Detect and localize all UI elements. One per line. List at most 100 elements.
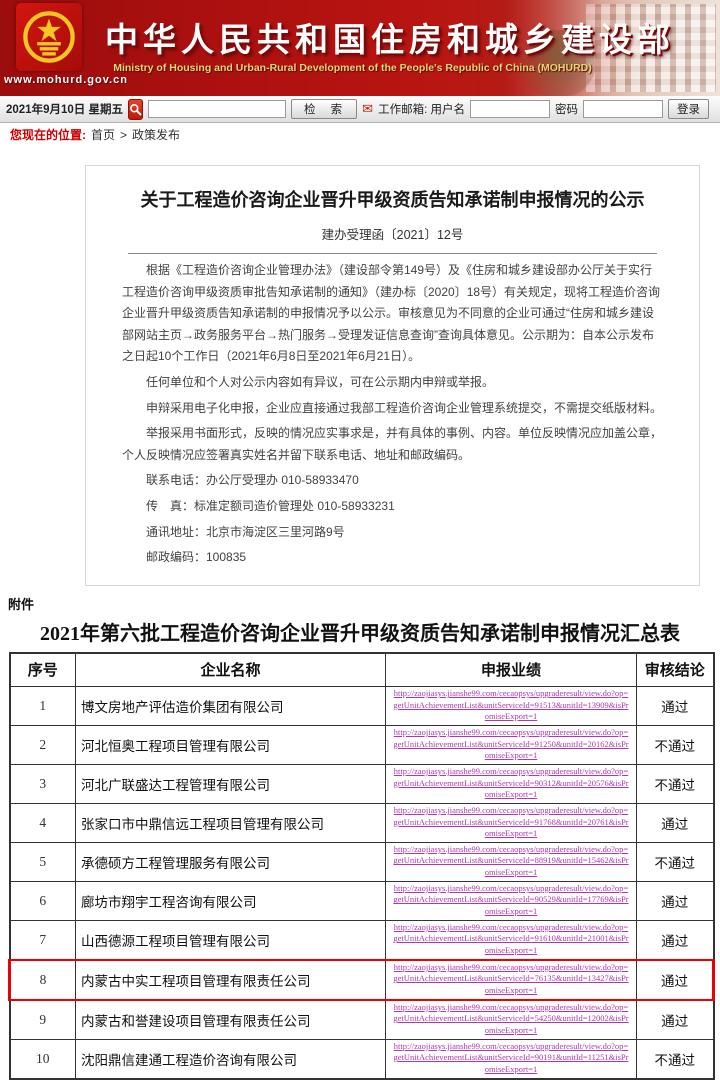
performance-link[interactable]: http://zaojiasys.jianshe99.com/cecaopsys… <box>393 1001 629 1035</box>
document-paragraph: 通讯地址：北京市海淀区三里河路9号 <box>146 524 345 539</box>
performance-link[interactable]: http://zaojiasys.jianshe99.com/cecaopsys… <box>393 1040 629 1074</box>
performance-cell: http://zaojiasys.jianshe99.com/cecaopsys… <box>385 686 637 727</box>
document-paragraph: 传 真：标准定额司造价管理处 010-58933231 <box>146 498 395 513</box>
password-input[interactable] <box>582 100 663 118</box>
work-mail-label: 工作邮箱: 用户名 <box>378 104 465 116</box>
company-name-cell: 内蒙古中实工程项目管理有限责任公司 <box>75 958 386 1001</box>
breadcrumb-prefix: 您现在的位置: <box>10 128 86 142</box>
performance-link[interactable]: http://zaojiasys.jianshe99.com/cecaopsys… <box>393 882 629 916</box>
review-conclusion-cell: 通过 <box>636 803 714 843</box>
review-conclusion-cell: 通过 <box>636 686 714 727</box>
company-name-cell: 博文房地产评估造价集团有限公司 <box>75 686 386 727</box>
company-name-cell: 河北广联盛达工程管理有限公司 <box>75 764 386 805</box>
document-paragraph: 联系电话：办公厅受理办 010-58933470 <box>146 473 359 488</box>
performance-cell: http://zaojiasys.jianshe99.com/cecaopsys… <box>385 999 637 1040</box>
serial-number-cell: 1 <box>9 686 76 727</box>
performance-link[interactable]: http://zaojiasys.jianshe99.com/cecaopsys… <box>393 688 629 722</box>
performance-cell: http://zaojiasys.jianshe99.com/cecaopsys… <box>385 725 637 766</box>
performance-link[interactable]: http://zaojiasys.jianshe99.com/cecaopsys… <box>393 766 629 800</box>
table-row: 7 山西德源工程项目管理有限公司 http://zaojiasys.jiansh… <box>9 919 714 961</box>
breadcrumb-home-link[interactable]: 首页 <box>91 128 116 142</box>
serial-number-cell: 3 <box>9 764 76 805</box>
username-input[interactable] <box>469 100 550 118</box>
performance-link[interactable]: http://zaojiasys.jianshe99.com/cecaopsys… <box>393 921 629 955</box>
results-table: 序号 企业名称 申报业绩 审核结论 1 博文房地产评估造价集团有限公司 http… <box>8 651 715 1080</box>
company-name-cell: 承德硕方工程管理服务有限公司 <box>75 841 386 882</box>
breadcrumb-section-link[interactable]: 政策发布 <box>132 128 181 142</box>
banner-red-gradient <box>0 0 720 96</box>
table-row: 3 河北广联盛达工程管理有限公司 http://zaojiasys.jiansh… <box>9 764 714 805</box>
announcement-document: 关于工程造价咨询企业晋升甲级资质告知承诺制申报情况的公示 建办受理函〔2021〕… <box>85 165 700 586</box>
document-number: 建办受理函〔2021〕12号 <box>321 228 464 242</box>
company-name-cell: 沈阳鼎信建通工程造价咨询有限公司 <box>75 1038 386 1080</box>
table-header-row: 序号 企业名称 申报业绩 审核结论 <box>9 652 714 688</box>
performance-cell: http://zaojiasys.jianshe99.com/cecaopsys… <box>385 1038 637 1080</box>
company-name-cell: 山西德源工程项目管理有限公司 <box>75 919 386 961</box>
breadcrumb: 您现在的位置: 首页 > 政策发布 <box>0 123 720 146</box>
serial-number-cell: 7 <box>9 919 76 961</box>
header-serial-number: 序号 <box>9 652 76 688</box>
site-subtitle-english: Ministry of Housing and Urban-Rural Deve… <box>113 62 592 74</box>
table-row: 9 内蒙古和誉建设项目管理有限责任公司 http://zaojiasys.jia… <box>9 999 714 1040</box>
mail-icon: ✉ <box>362 101 374 116</box>
performance-cell: http://zaojiasys.jianshe99.com/cecaopsys… <box>385 841 637 882</box>
site-banner: www.mohurd.gov.cn 中华人民共和国住房和城乡建设部 Minist… <box>0 0 720 96</box>
attachment-label: 附件 <box>8 596 35 612</box>
review-conclusion-cell: 不通过 <box>636 1038 714 1080</box>
search-input[interactable] <box>147 100 286 118</box>
document-paragraph: 申辩采用电子化申报，企业应直接通过我部工程造价咨询企业管理系统提交，不需提交纸版… <box>146 400 663 415</box>
results-table-body: 1 博文房地产评估造价集团有限公司 http://zaojiasys.jians… <box>8 686 715 1080</box>
document-paragraph: 根据《工程造价咨询企业管理办法》（建设部令第149号）及《住房和城乡建设部办公厅… <box>122 263 661 364</box>
review-conclusion-cell: 通过 <box>636 880 714 921</box>
document-paragraph: 任何单位和个人对公示内容如有异议，可在公示期内申辩或举报。 <box>146 374 495 389</box>
serial-number-cell: 6 <box>9 880 76 921</box>
review-conclusion-cell: 通过 <box>636 958 715 1001</box>
performance-link[interactable]: http://zaojiasys.jianshe99.com/cecaopsys… <box>393 961 629 995</box>
performance-link[interactable]: http://zaojiasys.jianshe99.com/cecaopsys… <box>393 805 629 838</box>
review-conclusion-cell: 不通过 <box>636 841 714 882</box>
review-conclusion-cell: 不通过 <box>636 764 714 805</box>
document-paragraph: 举报采用书面形式，反映的情况应实事求是，并有具体的事例、内容。单位反映情况应加盖… <box>122 426 663 462</box>
table-row: 6 廊坊市翔宇工程咨询有限公司 http://zaojiasys.jianshe… <box>9 880 714 921</box>
serial-number-cell: 9 <box>9 999 76 1040</box>
title-divider <box>128 253 657 254</box>
company-name-cell: 张家口市中鼎信远工程项目管理有限公司 <box>75 803 386 843</box>
serial-number-cell: 8 <box>8 958 76 1001</box>
password-label: 密码 <box>554 104 578 116</box>
site-url: www.mohurd.gov.cn <box>4 74 128 86</box>
summary-table-title: 2021年第六批工程造价咨询企业晋升甲级资质告知承诺制申报情况汇总表 <box>40 622 680 645</box>
table-row: 1 博文房地产评估造价集团有限公司 http://zaojiasys.jians… <box>9 686 714 727</box>
performance-cell: http://zaojiasys.jianshe99.com/cecaopsys… <box>385 764 637 805</box>
current-date: 2021年9月10日 星期五 <box>6 104 123 116</box>
performance-link[interactable]: http://zaojiasys.jianshe99.com/cecaopsys… <box>393 843 629 877</box>
header-company-name: 企业名称 <box>75 652 386 688</box>
performance-cell: http://zaojiasys.jianshe99.com/cecaopsys… <box>385 880 637 921</box>
retrieve-button[interactable]: 检 索 <box>290 99 358 119</box>
review-conclusion-cell: 通过 <box>636 919 714 961</box>
site-title: 中华人民共和国住房和城乡建设部 <box>105 23 675 59</box>
company-name-cell: 内蒙古和誉建设项目管理有限责任公司 <box>75 999 386 1040</box>
header-declared-performance: 申报业绩 <box>385 652 637 688</box>
table-row: 8 内蒙古中实工程项目管理有限责任公司 http://zaojiasys.jia… <box>8 958 715 1001</box>
table-row: 10 沈阳鼎信建通工程造价咨询有限公司 http://zaojiasys.jia… <box>9 1038 714 1080</box>
serial-number-cell: 5 <box>9 841 76 882</box>
login-button[interactable]: 登录 <box>667 99 709 119</box>
search-icon <box>130 103 142 115</box>
search-button[interactable] <box>127 98 143 120</box>
top-toolbar: 2021年9月10日 星期五 检 索 ✉ 工作邮箱: 用户名 密码 登录 ↑ 设… <box>0 96 720 123</box>
serial-number-cell: 4 <box>9 803 76 843</box>
review-conclusion-cell: 不通过 <box>636 725 714 766</box>
company-name-cell: 廊坊市翔宇工程咨询有限公司 <box>75 880 386 921</box>
national-emblem-icon <box>16 3 82 71</box>
performance-link[interactable]: http://zaojiasys.jianshe99.com/cecaopsys… <box>393 727 629 761</box>
table-row: 4 张家口市中鼎信远工程项目管理有限公司 http://zaojiasys.ji… <box>9 803 714 843</box>
review-conclusion-cell: 通过 <box>636 999 714 1040</box>
table-row: 5 承德硕方工程管理服务有限公司 http://zaojiasys.jiansh… <box>9 841 714 882</box>
announcement-title: 关于工程造价咨询企业晋升甲级资质告知承诺制申报情况的公示 <box>140 190 645 210</box>
company-name-cell: 河北恒奥工程项目管理有限公司 <box>75 725 386 766</box>
serial-number-cell: 10 <box>9 1038 76 1080</box>
header-review-conclusion: 审核结论 <box>636 652 714 688</box>
breadcrumb-separator: > <box>120 127 128 142</box>
document-paragraph: 邮政编码：100835 <box>146 550 247 565</box>
table-row: 2 河北恒奥工程项目管理有限公司 http://zaojiasys.jiansh… <box>9 725 714 766</box>
